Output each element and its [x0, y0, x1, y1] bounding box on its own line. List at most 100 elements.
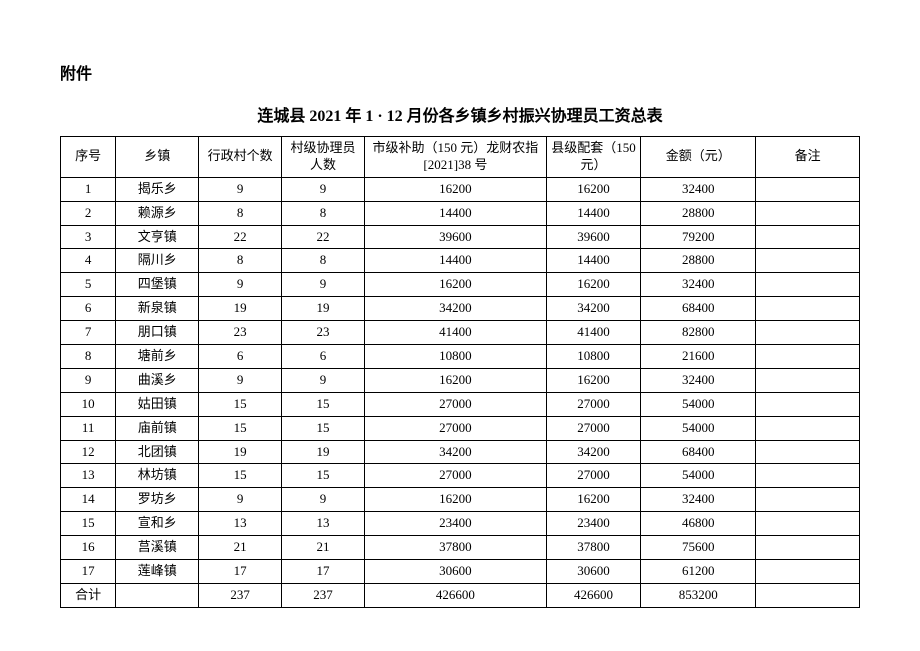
- cell-city: 37800: [364, 536, 546, 560]
- cell-remark: [756, 201, 860, 225]
- cell-amount: 28800: [641, 201, 756, 225]
- cell-town: 揭乐乡: [116, 177, 199, 201]
- cell-city: 16200: [364, 273, 546, 297]
- cell-staff: 9: [282, 273, 365, 297]
- cell-amount: 68400: [641, 440, 756, 464]
- table-row: 15宣和乡1313234002340046800: [61, 512, 860, 536]
- cell-town: 罗坊乡: [116, 488, 199, 512]
- cell-city: 426600: [364, 583, 546, 607]
- cell-seq: 5: [61, 273, 116, 297]
- cell-city: 23400: [364, 512, 546, 536]
- cell-amount: 32400: [641, 368, 756, 392]
- cell-county: 27000: [546, 464, 640, 488]
- cell-city: 30600: [364, 560, 546, 584]
- cell-amount: 54000: [641, 392, 756, 416]
- table-row: 3文亨镇2222396003960079200: [61, 225, 860, 249]
- table-row: 合计237237426600426600853200: [61, 583, 860, 607]
- cell-town: 塘前乡: [116, 345, 199, 369]
- cell-staff: 19: [282, 440, 365, 464]
- cell-seq: 合计: [61, 583, 116, 607]
- col-header-county: 县级配套（150 元）: [546, 137, 640, 178]
- cell-villages: 9: [199, 273, 282, 297]
- col-header-seq: 序号: [61, 137, 116, 178]
- cell-city: 10800: [364, 345, 546, 369]
- cell-staff: 6: [282, 345, 365, 369]
- cell-seq: 7: [61, 321, 116, 345]
- cell-staff: 15: [282, 416, 365, 440]
- cell-remark: [756, 297, 860, 321]
- col-header-villages: 行政村个数: [199, 137, 282, 178]
- cell-amount: 21600: [641, 345, 756, 369]
- cell-remark: [756, 440, 860, 464]
- table-row: 8塘前乡66108001080021600: [61, 345, 860, 369]
- cell-county: 30600: [546, 560, 640, 584]
- cell-town: 姑田镇: [116, 392, 199, 416]
- cell-county: 27000: [546, 416, 640, 440]
- cell-staff: 13: [282, 512, 365, 536]
- cell-staff: 237: [282, 583, 365, 607]
- cell-remark: [756, 249, 860, 273]
- cell-villages: 237: [199, 583, 282, 607]
- cell-seq: 13: [61, 464, 116, 488]
- cell-county: 37800: [546, 536, 640, 560]
- table-row: 12北团镇1919342003420068400: [61, 440, 860, 464]
- cell-seq: 2: [61, 201, 116, 225]
- table-row: 1揭乐乡99162001620032400: [61, 177, 860, 201]
- cell-seq: 17: [61, 560, 116, 584]
- cell-city: 39600: [364, 225, 546, 249]
- cell-amount: 32400: [641, 488, 756, 512]
- cell-staff: 8: [282, 201, 365, 225]
- cell-town: 赖源乡: [116, 201, 199, 225]
- cell-town: 北团镇: [116, 440, 199, 464]
- cell-villages: 13: [199, 512, 282, 536]
- cell-seq: 15: [61, 512, 116, 536]
- cell-staff: 9: [282, 368, 365, 392]
- attachment-label: 附件: [60, 60, 860, 84]
- cell-remark: [756, 177, 860, 201]
- cell-town: 隔川乡: [116, 249, 199, 273]
- cell-seq: 16: [61, 536, 116, 560]
- cell-city: 16200: [364, 368, 546, 392]
- cell-villages: 9: [199, 368, 282, 392]
- cell-staff: 22: [282, 225, 365, 249]
- cell-city: 34200: [364, 440, 546, 464]
- cell-city: 14400: [364, 201, 546, 225]
- cell-villages: 8: [199, 249, 282, 273]
- cell-remark: [756, 560, 860, 584]
- table-row: 5四堡镇99162001620032400: [61, 273, 860, 297]
- cell-seq: 3: [61, 225, 116, 249]
- cell-town: 林坊镇: [116, 464, 199, 488]
- cell-seq: 6: [61, 297, 116, 321]
- cell-seq: 1: [61, 177, 116, 201]
- cell-amount: 61200: [641, 560, 756, 584]
- table-row: 6新泉镇1919342003420068400: [61, 297, 860, 321]
- cell-amount: 54000: [641, 416, 756, 440]
- cell-city: 14400: [364, 249, 546, 273]
- cell-county: 16200: [546, 368, 640, 392]
- cell-seq: 4: [61, 249, 116, 273]
- cell-county: 27000: [546, 392, 640, 416]
- cell-remark: [756, 536, 860, 560]
- cell-amount: 54000: [641, 464, 756, 488]
- table-row: 11庙前镇1515270002700054000: [61, 416, 860, 440]
- cell-staff: 15: [282, 464, 365, 488]
- cell-villages: 15: [199, 416, 282, 440]
- salary-table: 序号 乡镇 行政村个数 村级协理员人数 市级补助（150 元）龙财农指[2021…: [60, 136, 860, 608]
- col-header-remark: 备注: [756, 137, 860, 178]
- cell-county: 41400: [546, 321, 640, 345]
- table-body: 1揭乐乡991620016200324002赖源乡881440014400288…: [61, 177, 860, 607]
- cell-amount: 46800: [641, 512, 756, 536]
- cell-remark: [756, 583, 860, 607]
- cell-staff: 9: [282, 488, 365, 512]
- col-header-staff: 村级协理员人数: [282, 137, 365, 178]
- cell-seq: 12: [61, 440, 116, 464]
- cell-remark: [756, 488, 860, 512]
- cell-city: 27000: [364, 464, 546, 488]
- cell-city: 27000: [364, 392, 546, 416]
- cell-town: 莲峰镇: [116, 560, 199, 584]
- cell-county: 23400: [546, 512, 640, 536]
- cell-county: 16200: [546, 488, 640, 512]
- cell-staff: 15: [282, 392, 365, 416]
- cell-county: 426600: [546, 583, 640, 607]
- table-row: 4隔川乡88144001440028800: [61, 249, 860, 273]
